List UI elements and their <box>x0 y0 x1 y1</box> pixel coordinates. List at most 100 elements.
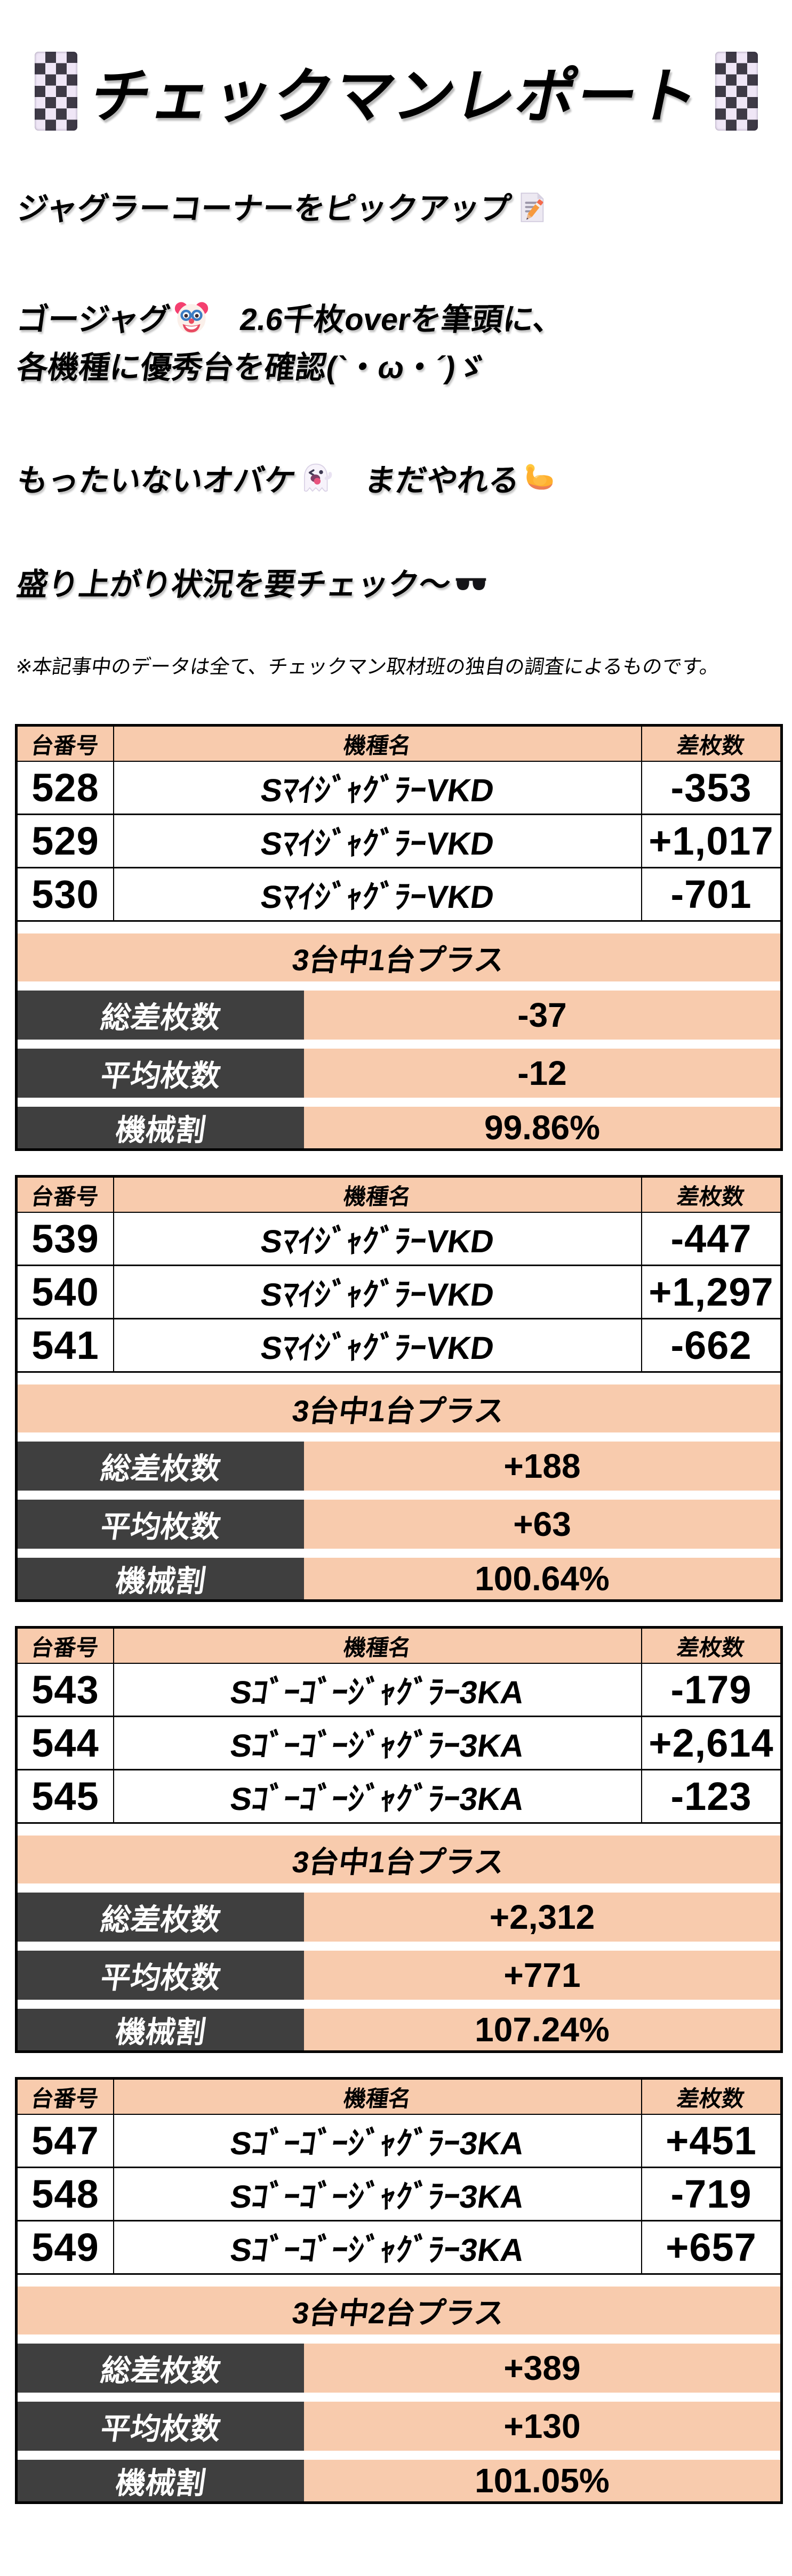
summary-label: 平均枚数 <box>18 2402 304 2451</box>
unit-number-cell: 544 <box>18 1717 114 1770</box>
unit-number-cell: 541 <box>18 1319 114 1373</box>
summary-label: 平均枚数 <box>18 1951 304 2000</box>
unit-number-cell: 530 <box>18 868 114 922</box>
header-cell-diff-count: 差枚数 <box>642 727 780 762</box>
summary-value: 100.64% <box>304 1558 780 1599</box>
table-header-row: 台番号 機種名 差枚数 <box>18 1178 780 1213</box>
summary-label: 機械割 <box>18 2009 304 2050</box>
summary-value: +771 <box>304 1951 780 2000</box>
plus-count-banner: 3台中1台プラス <box>18 1836 780 1883</box>
header-cell-machine-name: 機種名 <box>114 727 642 762</box>
summary-label: 総差枚数 <box>18 1442 304 1491</box>
summary-label: 機械割 <box>18 1558 304 1599</box>
unit-number-cell: 548 <box>18 2168 114 2221</box>
table-row: 543 Sｺﾞｰｺﾞｰｼﾞｬｸﾞﾗｰ3KA -179 <box>18 1664 780 1717</box>
summary-row-average: 平均枚数 +63 <box>18 1500 780 1549</box>
spacer <box>18 922 780 933</box>
summary-value: 99.86% <box>304 1107 780 1148</box>
unit-number-cell: 529 <box>18 815 114 868</box>
summary-row-average: 平均枚数 -12 <box>18 1049 780 1098</box>
unit-number-cell: 549 <box>18 2221 114 2275</box>
spacer <box>18 1883 780 1893</box>
machine-name-cell: SﾏｲｼﾞｬｸﾞﾗｰVKD <box>114 1319 642 1373</box>
intro-line: ジャグラーコーナーをピックアップ <box>14 185 792 233</box>
summary-row-total: 総差枚数 +389 <box>18 2344 780 2393</box>
summary-value: 101.05% <box>304 2460 780 2501</box>
summary-label: 総差枚数 <box>18 991 304 1040</box>
page-title-row: チェックマンレポート <box>0 51 792 132</box>
summary-label: 平均枚数 <box>18 1500 304 1549</box>
table-row: 539 SﾏｲｼﾞｬｸﾞﾗｰVKD -447 <box>18 1213 780 1266</box>
header-cell-machine-name: 機種名 <box>114 2080 642 2115</box>
spacer <box>18 2393 780 2402</box>
intro-text: 各機種に優秀台を確認(`・ω・´)ゞ <box>14 350 489 385</box>
dark-sunglasses-icon <box>454 577 487 593</box>
table-row: 544 Sｺﾞｰｺﾞｰｼﾞｬｸﾞﾗｰ3KA +2,614 <box>18 1717 780 1770</box>
intro-text: ゴージャグ <box>14 302 172 337</box>
intro-text: 2.6千枚overを筆頭に、 <box>206 302 566 337</box>
spacer <box>18 1824 780 1836</box>
table-row: 528 SﾏｲｼﾞｬｸﾞﾗｰVKD -353 <box>18 762 780 815</box>
unit-number-cell: 539 <box>18 1213 114 1266</box>
summary-row-total: 総差枚数 -37 <box>18 991 780 1040</box>
header-cell-machine-name: 機種名 <box>114 1629 642 1664</box>
plus-count-banner: 3台中1台プラス <box>18 1384 780 1432</box>
table-row: 548 Sｺﾞｰｺﾞｰｼﾞｬｸﾞﾗｰ3KA -719 <box>18 2168 780 2221</box>
spacer <box>18 2451 780 2460</box>
summary-label: 機械割 <box>18 1107 304 1148</box>
summary-value: +2,312 <box>304 1893 780 1942</box>
machine-name-cell: SﾏｲｼﾞｬｸﾞﾗｰVKD <box>114 815 642 868</box>
summary-value: +188 <box>304 1442 780 1491</box>
intro-line: もったいないオバケ まだやれる <box>15 457 792 505</box>
unit-number-cell: 528 <box>18 762 114 815</box>
intro-text: ジャグラーコーナーをピックアップ <box>14 191 513 226</box>
summary-value: 107.24% <box>304 2009 780 2050</box>
table-row: 547 Sｺﾞｰｺﾞｰｼﾞｬｸﾞﾗｰ3KA +451 <box>18 2115 780 2168</box>
summary-row-payout: 機械割 101.05% <box>18 2460 780 2501</box>
machine-name-cell: Sｺﾞｰｺﾞｰｼﾞｬｸﾞﾗｰ3KA <box>114 1664 642 1717</box>
summary-row-total: 総差枚数 +188 <box>18 1442 780 1491</box>
table-row: 545 Sｺﾞｰｺﾞｰｼﾞｬｸﾞﾗｰ3KA -123 <box>18 1770 780 1824</box>
diff-count-cell: -447 <box>642 1213 780 1266</box>
unit-number-cell: 540 <box>18 1266 114 1319</box>
intro-text: 盛り上がり状況を要チェック～ <box>14 567 453 602</box>
header-cell-diff-count: 差枚数 <box>642 1178 780 1213</box>
disclaimer-note: ※本記事中のデータは全て、チェックマン取材班の独自の調査によるものです。 <box>14 656 721 678</box>
header-cell-machine-name: 機種名 <box>114 1178 642 1213</box>
unit-number-cell: 545 <box>18 1770 114 1824</box>
table-row: 529 SﾏｲｼﾞｬｸﾞﾗｰVKD +1,017 <box>18 815 780 868</box>
diff-count-cell: -179 <box>642 1664 780 1717</box>
summary-value: -12 <box>304 1049 780 1098</box>
machine-data-table-1: 台番号 機種名 差枚数 528 SﾏｲｼﾞｬｸﾞﾗｰVKD -353 529 S… <box>15 724 783 1151</box>
header-cell-diff-count: 差枚数 <box>642 2080 780 2115</box>
checkered-flag-icon <box>34 52 77 131</box>
table-row: 549 Sｺﾞｰｺﾞｰｼﾞｬｸﾞﾗｰ3KA +657 <box>18 2221 780 2275</box>
machine-name-cell: SﾏｲｼﾞｬｸﾞﾗｰVKD <box>114 762 642 815</box>
spacer <box>18 2275 780 2287</box>
header-cell-unit-number: 台番号 <box>18 2080 114 2115</box>
spacer <box>18 1040 780 1049</box>
ghost-icon <box>300 462 334 496</box>
summary-row-payout: 機械割 100.64% <box>18 1558 780 1599</box>
diff-count-cell: +451 <box>642 2115 780 2168</box>
machine-data-table-4: 台番号 機種名 差枚数 547 Sｺﾞｰｺﾞｰｼﾞｬｸﾞﾗｰ3KA +451 5… <box>15 2077 783 2504</box>
table-header-row: 台番号 機種名 差枚数 <box>18 2080 780 2115</box>
intro-line: ゴージャグ 2.6千枚overを筆頭に、 <box>14 296 792 344</box>
machine-name-cell: Sｺﾞｰｺﾞｰｼﾞｬｸﾞﾗｰ3KA <box>114 1717 642 1770</box>
machine-name-cell: SﾏｲｼﾞｬｸﾞﾗｰVKD <box>114 868 642 922</box>
summary-value: -37 <box>304 991 780 1040</box>
spacer <box>18 1491 780 1500</box>
diff-count-cell: +1,017 <box>642 815 780 868</box>
diff-count-cell: -662 <box>642 1319 780 1373</box>
intro-line: 各機種に優秀台を確認(`・ω・´)ゞ <box>14 344 792 392</box>
diff-count-cell: +657 <box>642 2221 780 2275</box>
summary-value: +63 <box>304 1500 780 1549</box>
header-cell-unit-number: 台番号 <box>18 727 114 762</box>
summary-label: 総差枚数 <box>18 1893 304 1942</box>
spacer <box>18 2334 780 2344</box>
spacer <box>18 1098 780 1107</box>
summary-label: 平均枚数 <box>18 1049 304 1098</box>
summary-label: 機械割 <box>18 2460 304 2501</box>
diff-count-cell: -123 <box>642 1770 780 1824</box>
table-row: 530 SﾏｲｼﾞｬｸﾞﾗｰVKD -701 <box>18 868 780 922</box>
